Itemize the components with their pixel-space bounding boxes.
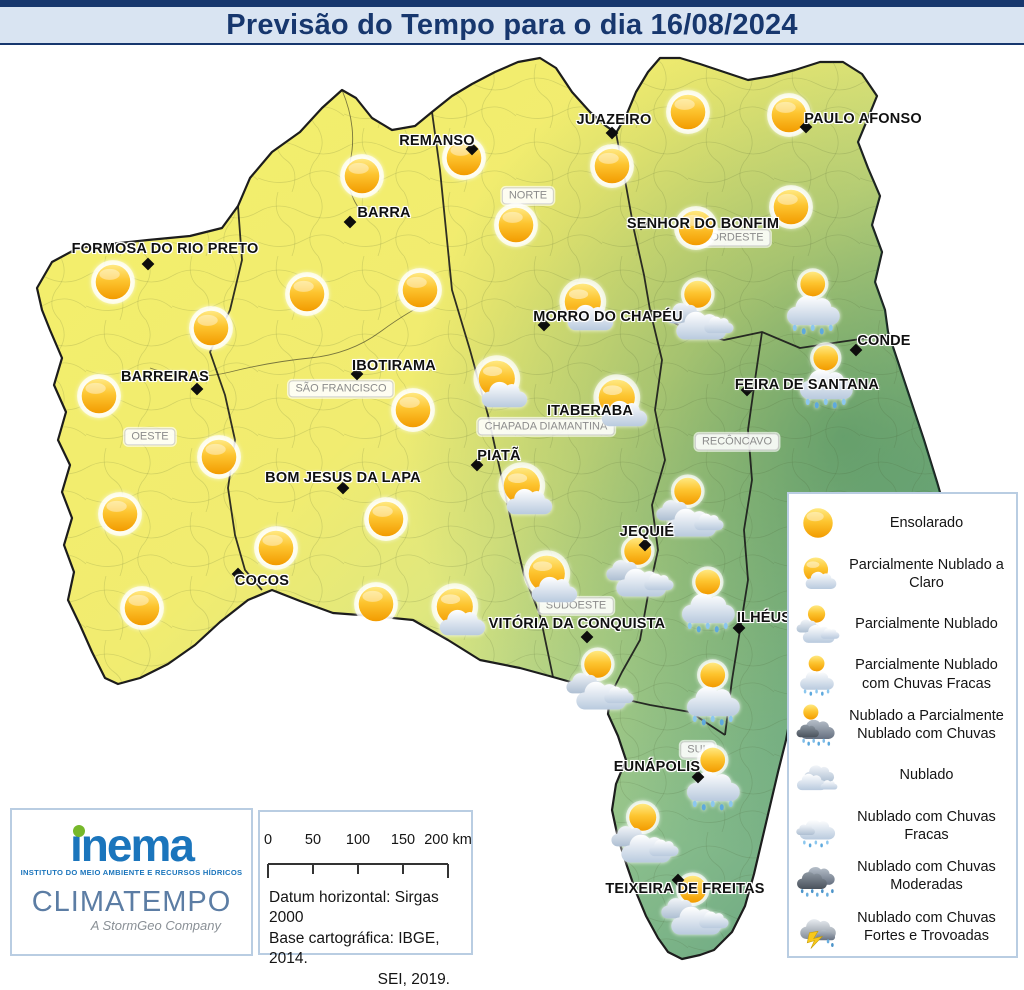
legend-item-sun-clouds: Parcialmente Nublado <box>793 601 1012 647</box>
inema-logo: ınema <box>70 822 195 868</box>
scale-tick-label: 0 <box>263 832 273 848</box>
legend-item-sun-darkcloud-rain: Nublado a Parcialmente Nublado com Chuva… <box>793 702 1012 748</box>
sun-cloud-icon <box>795 551 841 597</box>
weather-legend: Ensolarado Parcialmente Nublado a Claro Pa… <box>787 492 1018 958</box>
scale-panel: 0 50 100 150 200 km Datum horizontal: Sirgas… <box>258 810 473 988</box>
legend-label: Nublado <box>899 767 954 784</box>
legend-label: Nublado a Parcialmente Nublado com Chuva… <box>849 707 1004 742</box>
scale-tick-labels: 0 50 100 150 200 km <box>260 812 472 852</box>
inema-wordmark: ınema <box>70 819 195 871</box>
legend-item-sun-cloud: Parcialmente Nublado a Claro <box>793 551 1012 597</box>
legend-label: Nublado com Chuvas Fortes e Trovoadas <box>857 909 996 944</box>
legend-label: Parcialmente Nublado a Claro <box>849 556 1004 591</box>
title-bar: Previsão do Tempo para o dia 16/08/2024 <box>0 0 1024 45</box>
logo-panel: ınema INSTITUTO DO MEIO AMBIENTE E RECUR… <box>10 808 253 956</box>
cloud-rain-icon <box>795 803 841 849</box>
legend-item-cloud-rain: Nublado com Chuvas Fracas <box>793 803 1012 849</box>
scale-tick-label: 200 km <box>424 832 472 848</box>
climatempo-logo: CLIMATEMPO <box>31 885 232 918</box>
cloud-lightning-icon <box>795 904 841 950</box>
scale-tick-label: 50 <box>304 832 322 848</box>
legend-label: Nublado com Chuvas Moderadas <box>857 859 996 894</box>
datum-line-3: SEI, 2019. <box>377 970 450 988</box>
legend-label: Parcialmente Nublado com Chuvas Fracas <box>855 657 998 692</box>
sun-darkcloud-rain-icon <box>795 702 841 748</box>
datum-info: Datum horizontal: Sirgas 2000 Base carto… <box>260 888 471 990</box>
scale-tick-label: 100 <box>345 832 371 848</box>
datum-line-1: Datum horizontal: Sirgas 2000 <box>269 889 439 927</box>
legend-item-sun-cloud-rain: Parcialmente Nublado com Chuvas Fracas <box>793 652 1012 698</box>
sun-clouds-icon <box>795 601 841 647</box>
legend-item-cloud-lightning: Nublado com Chuvas Fortes e Trovoadas <box>793 904 1012 950</box>
scale-tick-label: 150 <box>390 832 416 848</box>
legend-item-clouds: Nublado <box>793 752 1012 798</box>
sun-cloud-rain-icon <box>795 652 841 698</box>
darkcloud-rain-icon <box>795 853 841 899</box>
sun-icon <box>795 500 841 546</box>
legend-label: Nublado com Chuvas Fracas <box>857 808 996 843</box>
stormgeo-subtitle: A StormGeo Company <box>90 917 221 933</box>
page-title: Previsão do Tempo para o dia 16/08/2024 <box>226 8 798 41</box>
inema-subtitle: INSTITUTO DO MEIO AMBIENTE E RECURSOS HÍ… <box>20 867 243 877</box>
datum-line-2: Base cartográfica: IBGE, 2014. <box>269 929 440 968</box>
legend-label: Parcialmente Nublado <box>855 616 998 633</box>
legend-item-sun: Ensolarado <box>793 500 1012 546</box>
legend-item-darkcloud-rain: Nublado com Chuvas Moderadas <box>793 853 1012 899</box>
legend-label: Ensolarado <box>889 515 964 532</box>
scale-bar <box>267 863 449 878</box>
inema-logo-dot-icon <box>73 825 86 837</box>
clouds-icon <box>795 752 841 798</box>
